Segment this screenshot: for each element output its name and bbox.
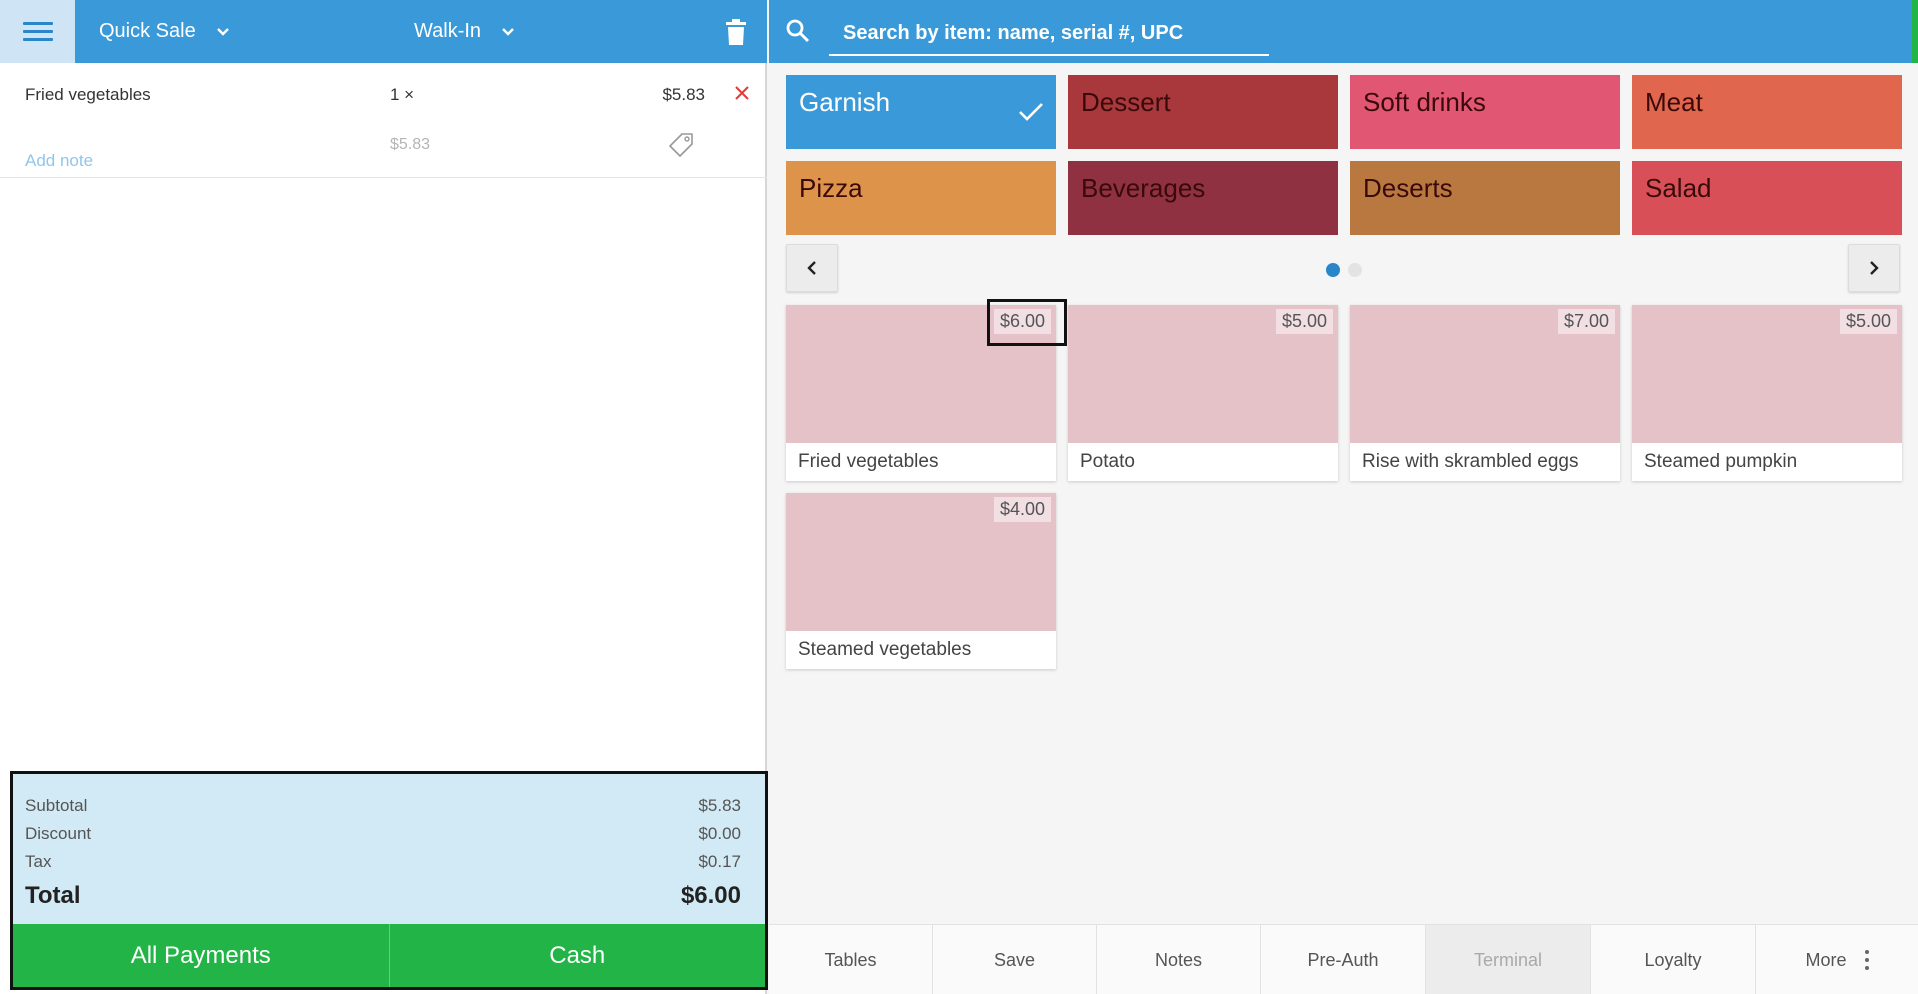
- customer-dropdown[interactable]: Walk-In: [414, 0, 515, 63]
- category-deserts[interactable]: Deserts: [1350, 161, 1620, 235]
- product-card[interactable]: $5.00 Steamed pumpkin: [1632, 305, 1902, 481]
- order-panel: Quick Sale Walk-In Fried vegetables 1 × …: [0, 0, 768, 994]
- category-soft-drinks[interactable]: Soft drinks: [1350, 75, 1620, 149]
- tax-value: $0.17: [698, 852, 741, 871]
- product-price: $6.00: [993, 309, 1051, 334]
- product-price: $5.00: [1275, 309, 1333, 334]
- tax-label: Tax: [25, 852, 52, 871]
- terminal-button[interactable]: Terminal: [1426, 925, 1591, 994]
- category-dessert[interactable]: Dessert: [1068, 75, 1338, 149]
- all-payments-button[interactable]: All Payments: [13, 924, 390, 987]
- category-label: Soft drinks: [1363, 87, 1486, 117]
- product-card[interactable]: $5.00 Potato: [1068, 305, 1338, 481]
- cash-button[interactable]: Cash: [389, 924, 765, 987]
- order-item-price: $5.83: [662, 85, 705, 104]
- trash-icon[interactable]: [725, 19, 747, 45]
- tax-row: Tax $0.17: [25, 852, 741, 872]
- discount-label: Discount: [25, 824, 92, 843]
- customer-label: Walk-In: [414, 20, 482, 42]
- order-totals: Subtotal $5.83 Discount $0.00 Tax $0.17 …: [10, 771, 768, 924]
- category-label: Pizza: [799, 173, 863, 203]
- status-indicator: [1912, 0, 1918, 63]
- add-note-link[interactable]: Add note: [25, 151, 94, 170]
- order-item-quantity[interactable]: 1 ×: [390, 85, 415, 104]
- more-vertical-icon: [1864, 950, 1869, 970]
- category-label: Salad: [1645, 173, 1712, 203]
- next-page-button[interactable]: [1848, 244, 1900, 292]
- pre-auth-button[interactable]: Pre-Auth: [1261, 925, 1426, 994]
- subtotal-row: Subtotal $5.83: [25, 796, 741, 816]
- tables-button[interactable]: Tables: [769, 925, 933, 994]
- chevron-left-icon: [807, 261, 816, 275]
- subtotal-label: Subtotal: [25, 796, 88, 815]
- more-button[interactable]: More: [1756, 925, 1918, 994]
- discount-tag-icon[interactable]: [668, 132, 694, 158]
- search-bar: [769, 0, 1918, 63]
- more-label: More: [1805, 949, 1847, 970]
- discount-row: Discount $0.00: [25, 824, 741, 844]
- product-price: $5.00: [1839, 309, 1897, 334]
- total-label: Total: [25, 882, 81, 909]
- page-dot[interactable]: [1348, 263, 1362, 277]
- save-button[interactable]: Save: [933, 925, 1097, 994]
- category-label: Garnish: [799, 87, 891, 117]
- hamburger-menu-icon[interactable]: [0, 0, 75, 63]
- category-label: Deserts: [1363, 173, 1453, 203]
- category-salad[interactable]: Salad: [1632, 161, 1902, 235]
- product-name: Potato: [1080, 451, 1135, 472]
- product-card[interactable]: $4.00 Steamed vegetables: [786, 493, 1056, 669]
- sale-type-label: Quick Sale: [99, 20, 196, 42]
- loyalty-button[interactable]: Loyalty: [1591, 925, 1756, 994]
- notes-button[interactable]: Notes: [1097, 925, 1261, 994]
- discount-value: $0.00: [698, 824, 741, 843]
- product-name: Steamed vegetables: [798, 639, 972, 660]
- chevron-down-icon: [502, 27, 514, 36]
- category-meat[interactable]: Meat: [1632, 75, 1902, 149]
- close-icon[interactable]: [732, 83, 752, 103]
- product-card[interactable]: $7.00 Rise with skrambled eggs: [1350, 305, 1620, 481]
- order-line-item[interactable]: Fried vegetables 1 × $5.83 Add note $5.8…: [0, 63, 767, 178]
- product-price: $4.00: [993, 497, 1051, 522]
- product-card[interactable]: $6.00 Fried vegetables: [786, 305, 1056, 481]
- search-icon: [786, 19, 810, 43]
- subtotal-value: $5.83: [698, 796, 741, 815]
- product-name: Rise with skrambled eggs: [1362, 451, 1579, 472]
- page-dot-active[interactable]: [1326, 263, 1340, 277]
- product-name: Fried vegetables: [798, 451, 939, 472]
- product-name: Steamed pumpkin: [1644, 451, 1798, 472]
- order-header: Quick Sale Walk-In: [0, 0, 767, 63]
- search-input[interactable]: [829, 12, 1269, 56]
- chevron-down-icon: [216, 27, 229, 36]
- category-label: Beverages: [1081, 173, 1206, 203]
- category-label: Meat: [1645, 87, 1703, 117]
- prev-page-button[interactable]: [786, 244, 838, 292]
- check-icon: [1019, 103, 1043, 121]
- total-row: Total $6.00: [25, 882, 741, 910]
- order-item-unit-price: $5.83: [390, 136, 431, 153]
- order-item-name: Fried vegetables: [25, 85, 151, 104]
- payment-bar: All Payments Cash: [10, 924, 768, 990]
- sale-type-dropdown[interactable]: Quick Sale: [99, 0, 230, 63]
- category-garnish[interactable]: Garnish: [786, 75, 1056, 149]
- category-beverages[interactable]: Beverages: [1068, 161, 1338, 235]
- product-price: $7.00: [1557, 309, 1615, 334]
- category-label: Dessert: [1081, 87, 1171, 117]
- action-bar: Tables Save Notes Pre-Auth Terminal Loya…: [769, 924, 1918, 994]
- total-value: $6.00: [680, 882, 741, 909]
- category-pizza[interactable]: Pizza: [786, 161, 1056, 235]
- chevron-right-icon: [1870, 261, 1879, 275]
